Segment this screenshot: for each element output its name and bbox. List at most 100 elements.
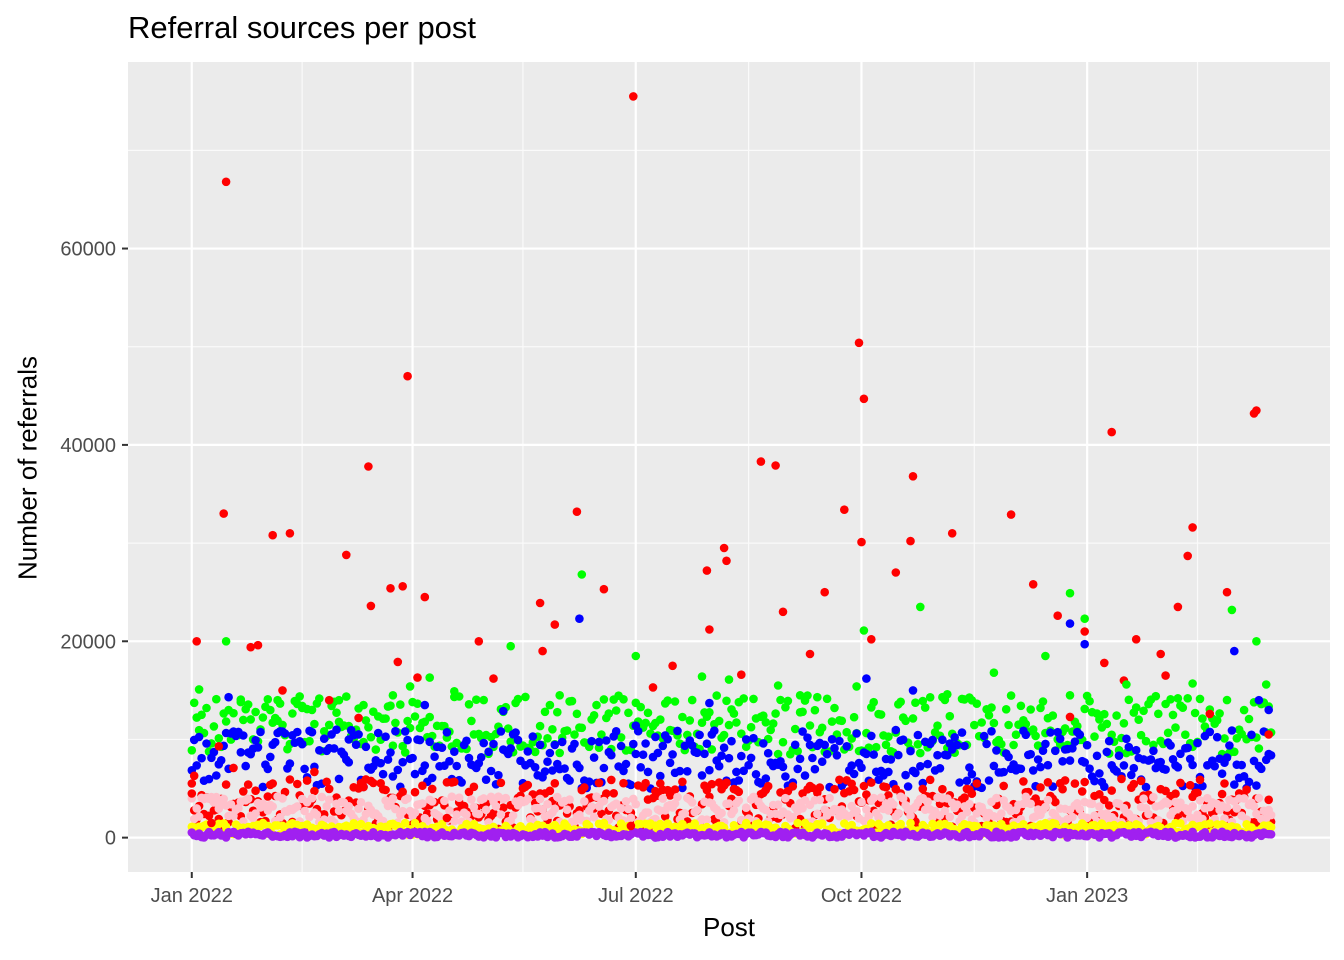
data-point: [1046, 728, 1055, 737]
data-point: [275, 813, 285, 822]
data-point: [302, 776, 312, 785]
data-point: [359, 700, 368, 710]
data-point: [884, 767, 893, 777]
data-point: [913, 730, 923, 740]
data-point: [805, 649, 815, 659]
x-tick-label: Oct 2022: [821, 885, 902, 907]
data-point: [1252, 406, 1261, 415]
data-point: [243, 700, 253, 709]
data-point: [1131, 703, 1141, 712]
data-point: [891, 568, 901, 577]
data-point: [366, 601, 376, 611]
data-point: [263, 792, 273, 801]
data-point: [813, 809, 822, 819]
data-point: [602, 789, 611, 798]
data-point: [1073, 721, 1082, 731]
data-point: [729, 806, 739, 815]
data-point: [702, 566, 712, 575]
data-point: [687, 798, 697, 807]
data-point: [1026, 705, 1035, 714]
data-point: [324, 795, 334, 804]
data-point: [479, 695, 489, 705]
data-point: [597, 730, 606, 739]
data-point: [575, 763, 584, 773]
data-point: [992, 746, 1001, 755]
data-point: [702, 815, 712, 824]
data-point: [450, 747, 459, 756]
data-point: [616, 733, 626, 742]
data-point: [1161, 671, 1170, 680]
data-point: [962, 807, 972, 817]
data-point: [933, 750, 942, 760]
data-point: [322, 777, 332, 787]
data-point: [224, 692, 233, 702]
data-point: [1060, 724, 1070, 733]
data-point: [656, 715, 665, 724]
data-point: [1080, 614, 1089, 623]
data-point: [246, 715, 255, 724]
data-point: [626, 821, 636, 831]
data-point: [643, 808, 653, 817]
data-point: [454, 793, 464, 802]
data-point: [859, 781, 869, 791]
data-point: [759, 711, 768, 720]
data-point: [1100, 795, 1109, 805]
data-point: [997, 809, 1006, 818]
data-point: [653, 748, 663, 758]
data-point: [749, 694, 758, 704]
data-point: [916, 762, 925, 771]
data-point: [781, 793, 790, 803]
data-point: [442, 813, 452, 823]
data-point: [1193, 738, 1202, 748]
data-point: [1222, 587, 1232, 597]
data-point: [359, 782, 368, 792]
data-point: [219, 794, 228, 804]
data-point: [310, 767, 319, 777]
data-point: [869, 697, 878, 707]
data-point: [822, 749, 832, 759]
data-point: [1227, 605, 1237, 615]
data-point: [1166, 741, 1175, 750]
data-point: [479, 738, 489, 748]
data-point: [297, 703, 307, 713]
data-point: [1058, 784, 1067, 794]
data-point: [452, 810, 462, 819]
data-point: [881, 740, 891, 750]
data-point: [773, 800, 783, 809]
data-point: [506, 641, 515, 651]
data-point: [705, 625, 714, 634]
data-point: [334, 806, 344, 815]
data-point: [494, 770, 503, 780]
data-point: [673, 792, 682, 802]
data-point: [594, 778, 604, 788]
data-point: [557, 737, 567, 747]
data-point: [1131, 745, 1141, 755]
data-point: [1195, 796, 1205, 805]
data-point: [594, 737, 604, 747]
data-point: [658, 741, 668, 751]
data-point: [658, 794, 668, 803]
data-point: [835, 736, 844, 746]
data-point: [1021, 730, 1031, 740]
data-point: [332, 708, 341, 717]
data-point: [790, 740, 800, 750]
data-point: [513, 735, 523, 745]
data-point: [1075, 804, 1085, 814]
data-point: [763, 748, 773, 758]
data-point: [1225, 741, 1234, 750]
data-point: [830, 743, 839, 753]
data-point: [1122, 734, 1131, 744]
data-point: [381, 785, 390, 795]
data-point: [987, 703, 996, 712]
data-point: [310, 719, 319, 729]
data-point: [783, 696, 793, 706]
data-point: [427, 773, 437, 783]
data-point: [212, 771, 221, 780]
data-point: [925, 775, 935, 785]
data-point: [1176, 778, 1185, 788]
data-point: [1036, 703, 1045, 713]
data-point: [1082, 813, 1092, 823]
data-point: [440, 796, 449, 806]
data-point: [920, 703, 930, 712]
